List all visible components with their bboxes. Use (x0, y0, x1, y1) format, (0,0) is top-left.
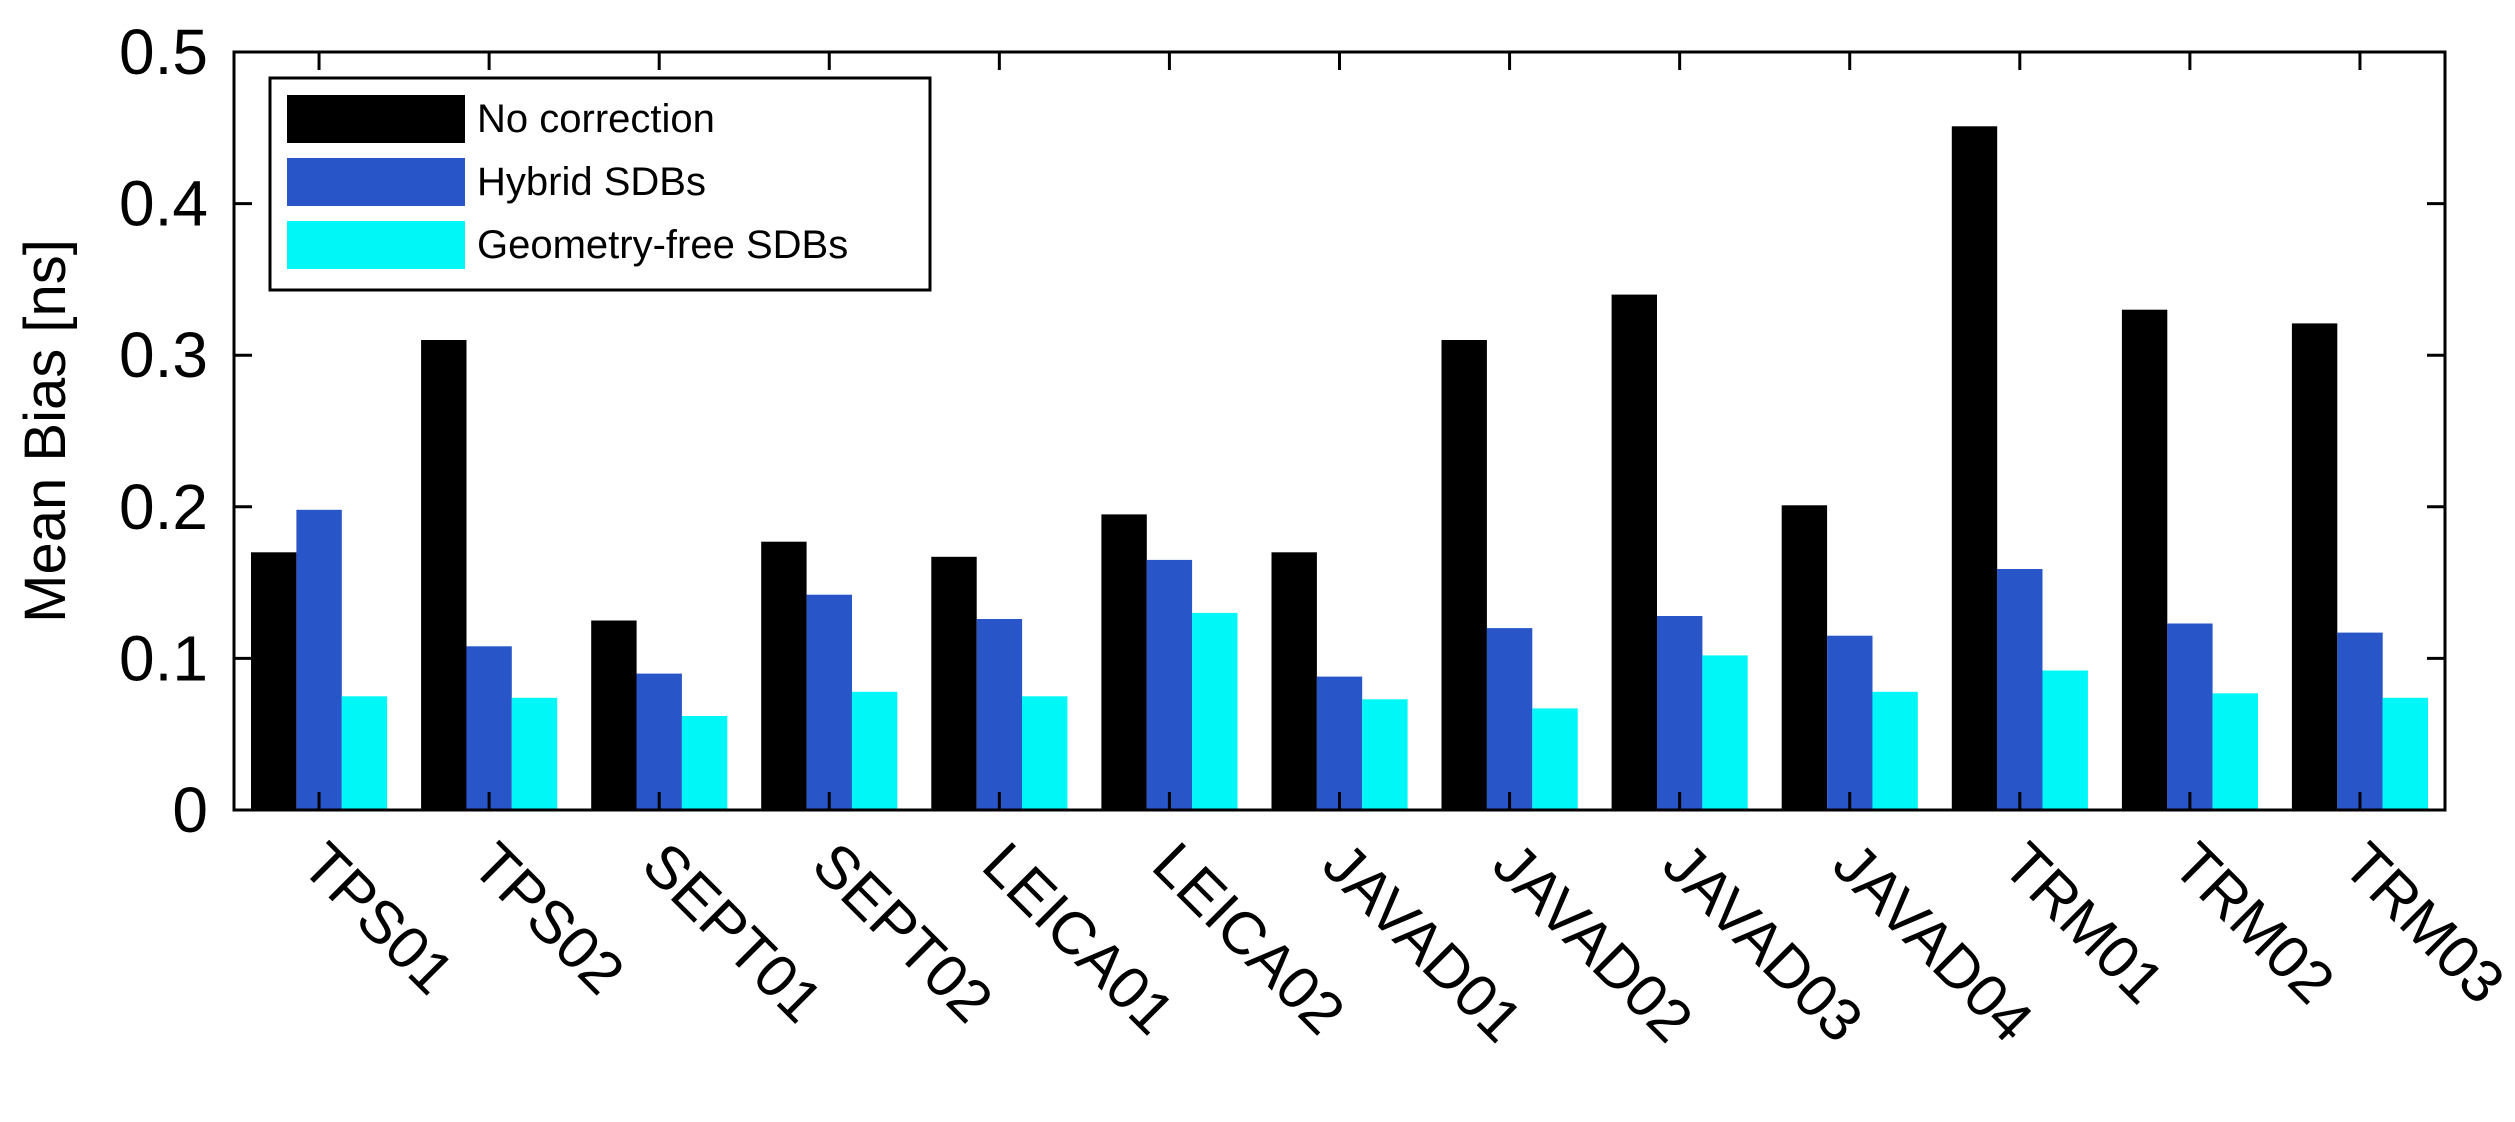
bar-javad01-geometry-free-sdbs (1362, 699, 1408, 810)
x-tick-label: TPS01 (290, 830, 467, 1007)
bar-tps02-hybrid-sdbs (466, 646, 512, 810)
bar-javad04-geometry-free-sdbs (1872, 691, 1918, 810)
x-tick-label: TPS02 (460, 830, 637, 1007)
legend-label: Geometry-free SDBs (477, 223, 848, 267)
bar-javad02-geometry-free-sdbs (1532, 708, 1578, 810)
bar-javad04-no-correction (1781, 505, 1828, 810)
bar-leica02-no-correction (1101, 514, 1147, 810)
bar-tps01-hybrid-sdbs (296, 509, 342, 810)
y-tick-label: 0.2 (119, 471, 208, 543)
bar-javad01-no-correction (1271, 552, 1317, 810)
bar-javad03-no-correction (1611, 294, 1657, 811)
bar-sept02-hybrid-sdbs (806, 594, 852, 810)
bar-trm03-no-correction (2291, 323, 2338, 810)
legend-label: Hybrid SDBs (477, 160, 706, 204)
x-tick-label: TRM03 (2331, 830, 2515, 1016)
bar-tps02-no-correction (421, 340, 467, 810)
bar-trm03-hybrid-sdbs (2337, 632, 2383, 810)
bar-javad02-no-correction (1441, 340, 1487, 810)
bar-sept01-hybrid-sdbs (636, 673, 682, 810)
bar-javad01-hybrid-sdbs (1316, 676, 1363, 810)
bar-trm02-hybrid-sdbs (2167, 623, 2213, 810)
legend-swatch (287, 221, 465, 269)
bar-trm03-geometry-free-sdbs (2382, 697, 2428, 810)
bar-javad02-hybrid-sdbs (1486, 628, 1533, 810)
y-tick-label: 0.5 (119, 16, 208, 88)
bar-tps01-geometry-free-sdbs (341, 696, 388, 810)
y-tick-label: 0.4 (119, 168, 208, 240)
bar-sept02-geometry-free-sdbs (851, 691, 898, 810)
bar-trm01-geometry-free-sdbs (2042, 670, 2088, 810)
bar-leica02-geometry-free-sdbs (1192, 612, 1238, 810)
bar-leica01-no-correction (931, 556, 977, 810)
bar-trm01-no-correction (1951, 126, 1998, 811)
legend-label: No correction (477, 97, 715, 141)
bar-leica02-hybrid-sdbs (1146, 559, 1193, 810)
bar-trm02-no-correction (2121, 309, 2168, 810)
y-axis-label: Mean Bias [ns] (13, 239, 78, 623)
bar-tps01-no-correction (251, 552, 297, 810)
bar-sept01-geometry-free-sdbs (681, 716, 728, 810)
y-tick-label: 0.3 (119, 319, 208, 391)
x-tick-label: SEPT02 (800, 830, 1005, 1035)
x-tick-label: TRM02 (2161, 830, 2347, 1016)
bar-leica01-geometry-free-sdbs (1022, 696, 1068, 810)
legend-swatch (287, 95, 465, 143)
bar-sept02-no-correction (761, 541, 807, 810)
bars-group (251, 126, 2428, 811)
legend-swatch (287, 158, 465, 206)
bar-javad04-hybrid-sdbs (1827, 635, 1873, 810)
bar-trm02-geometry-free-sdbs (2212, 693, 2258, 810)
y-tick-label: 0.1 (119, 622, 208, 694)
y-axis: 0 0.1 0.2 0.3 0.4 0.5 (119, 16, 2445, 846)
bar-javad03-geometry-free-sdbs (1702, 655, 1748, 810)
bar-tps02-geometry-free-sdbs (511, 697, 558, 810)
x-tick-label: SEPT01 (630, 830, 835, 1035)
bar-sept01-no-correction (591, 620, 637, 810)
legend: No correction Hybrid SDBs Geometry-free SD… (268, 76, 932, 292)
bar-trm01-hybrid-sdbs (1997, 569, 2043, 810)
y-tick-label: 0 (172, 774, 208, 846)
bar-javad03-hybrid-sdbs (1657, 616, 1703, 810)
bar-leica01-hybrid-sdbs (976, 619, 1023, 810)
